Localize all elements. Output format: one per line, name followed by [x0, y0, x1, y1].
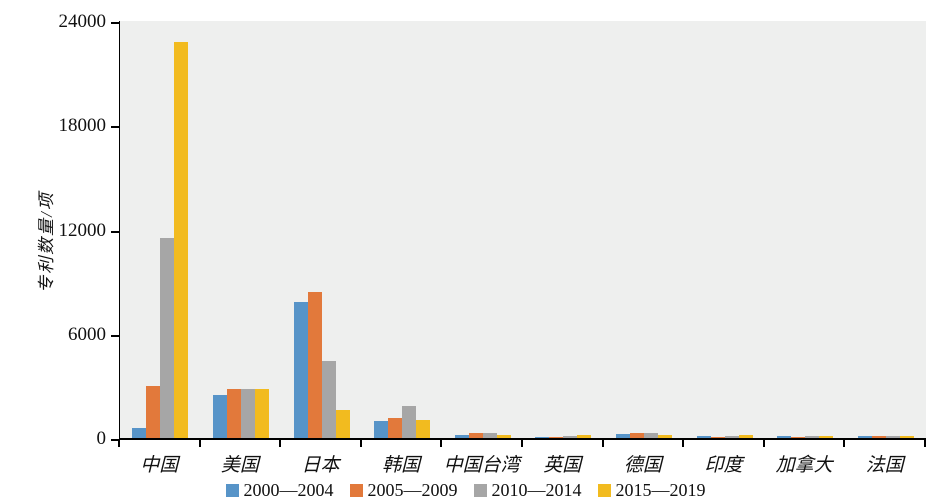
x-category-label: 加拿大 [775, 455, 833, 476]
legend-item: 2000—2004 [225, 480, 334, 500]
bar-group-3 [293, 21, 350, 438]
bar [885, 436, 900, 438]
bar [240, 389, 255, 438]
bar [577, 435, 592, 438]
bar [535, 437, 550, 438]
bar [254, 389, 269, 438]
bar [549, 437, 564, 438]
bar [335, 410, 350, 438]
bar [710, 437, 725, 438]
y-tick-label: 0 [96, 428, 107, 449]
bar [791, 437, 806, 438]
legend-swatch-icon [225, 483, 239, 497]
bar-group-9 [777, 21, 834, 438]
bar [643, 433, 658, 438]
bar [696, 436, 711, 438]
y-tick-label: 12000 [58, 219, 107, 241]
legend-label: 2000—2004 [243, 480, 334, 500]
x-tick-mark [682, 440, 685, 447]
legend-swatch-icon [349, 483, 363, 497]
bar [496, 435, 511, 438]
x-category-label: 英国 [543, 455, 582, 476]
y-axis-title: 专利数量/项 [37, 191, 56, 293]
y-tick-label: 6000 [68, 323, 106, 345]
bar [857, 436, 872, 438]
legend-item: 2015—2019 [597, 480, 706, 500]
x-category-label: 日本 [301, 455, 340, 476]
bar-group-1 [132, 21, 189, 438]
y-tick-mark [111, 22, 119, 24]
x-category-label: 法国 [865, 455, 904, 476]
bar [899, 436, 914, 438]
bar [819, 436, 834, 438]
bar-group-5 [454, 21, 511, 438]
y-tick-label: 18000 [58, 115, 107, 137]
x-tick-mark [279, 440, 282, 447]
y-tick-mark [111, 230, 119, 233]
bar [402, 406, 417, 438]
x-tick-mark [359, 440, 362, 447]
legend-swatch-icon [597, 483, 611, 497]
x-category-label: 中国 [140, 455, 179, 476]
bar [160, 238, 175, 438]
bar [468, 433, 483, 438]
bar [777, 436, 792, 438]
x-category-label: 印度 [704, 455, 743, 476]
bar-group-7 [615, 21, 672, 438]
bar [563, 436, 578, 438]
bar [738, 435, 753, 438]
bar [132, 428, 147, 438]
x-tick-mark [924, 440, 926, 447]
bar [146, 386, 161, 438]
y-tick-mark [111, 439, 119, 441]
legend-label: 2005—2009 [367, 480, 458, 500]
bar [482, 433, 497, 438]
bar-group-10 [857, 21, 914, 438]
y-tick-mark [111, 334, 119, 337]
bar-group-4 [374, 21, 431, 438]
bar [871, 436, 886, 438]
bar [416, 420, 431, 438]
x-tick-mark [198, 440, 201, 447]
y-tick-label: 24000 [58, 11, 107, 32]
bar-group-6 [535, 21, 592, 438]
bar [293, 302, 308, 438]
legend-item: 2010—2014 [473, 480, 582, 500]
x-tick-mark [762, 440, 765, 447]
x-tick-mark [118, 440, 120, 447]
x-tick-mark [521, 440, 523, 447]
bar [174, 42, 189, 438]
bar [724, 436, 739, 438]
bar [805, 436, 820, 438]
bar [388, 418, 403, 438]
y-tick-mark [111, 126, 119, 129]
legend-item: 2005—2009 [349, 480, 458, 500]
x-tick-mark [843, 440, 846, 447]
legend-swatch-icon [473, 483, 487, 497]
x-category-label: 韩国 [382, 455, 421, 476]
bar [454, 435, 469, 438]
bar [374, 421, 389, 438]
bar-group-8 [696, 21, 753, 438]
bar [307, 292, 322, 438]
bar [212, 395, 227, 438]
bar [321, 361, 336, 438]
bar [629, 433, 644, 438]
legend: 2000—2004 2005—2009 2010—2014 2015—2019 [0, 478, 931, 502]
legend-label: 2015—2019 [615, 480, 706, 500]
x-tick-mark [601, 440, 604, 447]
x-tick-mark [440, 440, 443, 447]
x-category-label: 美国 [220, 455, 259, 476]
bar [615, 434, 630, 438]
x-category-label: 中国台湾 [443, 455, 520, 476]
bar-group-2 [212, 21, 269, 438]
legend-label: 2010—2014 [491, 480, 582, 500]
bar [657, 435, 672, 438]
x-category-label: 德国 [623, 455, 662, 476]
bar [226, 389, 241, 438]
plot-area [119, 21, 926, 440]
